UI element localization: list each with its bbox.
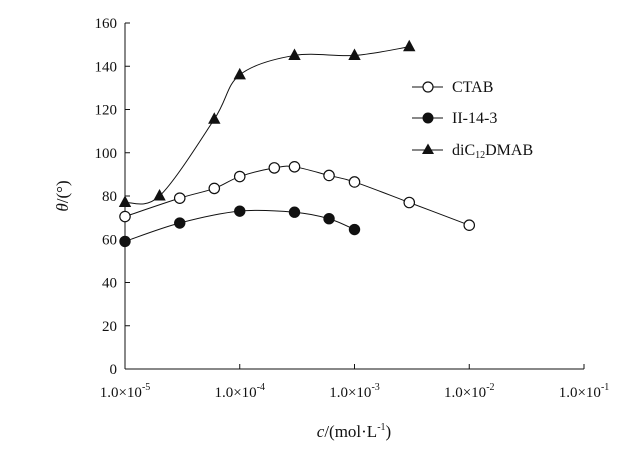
- data-point-ctab: [463, 219, 476, 231]
- y-tick-label: 160: [95, 16, 118, 32]
- x-tick-label: 1.0×10-5: [100, 382, 151, 401]
- data-point-ii-14-3: [348, 223, 361, 236]
- data-point-ii-14-3: [323, 213, 335, 225]
- legend: CTAB II-14-3 diC12DMAB: [412, 79, 533, 161]
- legend-item-dic12dmab: diC12DMAB: [412, 142, 533, 161]
- y-axis-title: θ/(°): [53, 180, 72, 211]
- data-point-ctab: [233, 170, 246, 183]
- y-tick-label: 120: [95, 103, 118, 119]
- y-tick-label: 80: [102, 189, 117, 205]
- data-point-dic12dmab: [153, 189, 166, 201]
- x-tick-label: 1.0×10-2: [444, 382, 495, 401]
- data-point-dic12dmab: [348, 48, 361, 60]
- y-tick-label: 20: [102, 319, 117, 335]
- data-point-dic12dmab: [118, 195, 132, 207]
- data-point-ii-14-3: [234, 205, 246, 217]
- data-point-ii-14-3: [288, 206, 301, 218]
- y-tick-label: 0: [110, 362, 118, 378]
- y-tick-label: 100: [95, 146, 118, 162]
- data-point-ctab: [268, 162, 281, 174]
- x-tick-label: 1.0×10-3: [329, 382, 380, 401]
- legend-item-ctab: CTAB: [412, 79, 493, 96]
- data-point-ctab: [323, 169, 335, 182]
- legend-marker-ii-14-3: [422, 112, 434, 124]
- legend-marker-ctab: [422, 81, 434, 93]
- legend-label-ctab: CTAB: [452, 79, 493, 96]
- x-tick-label: 1.0×10-4: [214, 382, 265, 401]
- x-tick-label: 1.0×10-1: [559, 382, 610, 401]
- series-markers: [118, 39, 476, 248]
- legend-marker-dic12dmab: [422, 143, 434, 154]
- data-point-ctab: [403, 196, 416, 209]
- x-axis-title: c/(mol·L-1): [317, 422, 391, 441]
- series-line-dic12dmab: [124, 46, 410, 205]
- legend-label-dic12dmab: diC12DMAB: [452, 142, 533, 161]
- x-axis-ticks: 1.0×10-5 1.0×10-4 1.0×10-3 1.0×10-2 1.0×10-1: [100, 364, 610, 401]
- data-point-dic12dmab: [403, 39, 416, 52]
- legend-item-ii-14-3: II-14-3: [412, 110, 497, 127]
- y-tick-label: 140: [95, 59, 118, 75]
- y-tick-label: 40: [102, 276, 117, 292]
- data-point-ctab: [288, 161, 301, 173]
- series-line-ctab: [124, 165, 470, 226]
- data-point-ctab: [119, 210, 131, 223]
- legend-label-ii-14-3: II-14-3: [452, 110, 497, 127]
- y-axis-ticks: 0 20 40 60 80 100 120 140 160: [95, 16, 130, 378]
- data-point-ii-14-3: [174, 217, 186, 229]
- data-point-dic12dmab: [288, 48, 301, 60]
- y-tick-label: 60: [102, 232, 117, 248]
- data-point-ctab: [348, 176, 361, 188]
- data-point-dic12dmab: [208, 112, 221, 124]
- data-point-dic12dmab: [233, 67, 246, 80]
- data-point-ctab: [208, 182, 221, 195]
- data-point-ctab: [173, 192, 186, 204]
- data-point-ii-14-3: [119, 235, 131, 248]
